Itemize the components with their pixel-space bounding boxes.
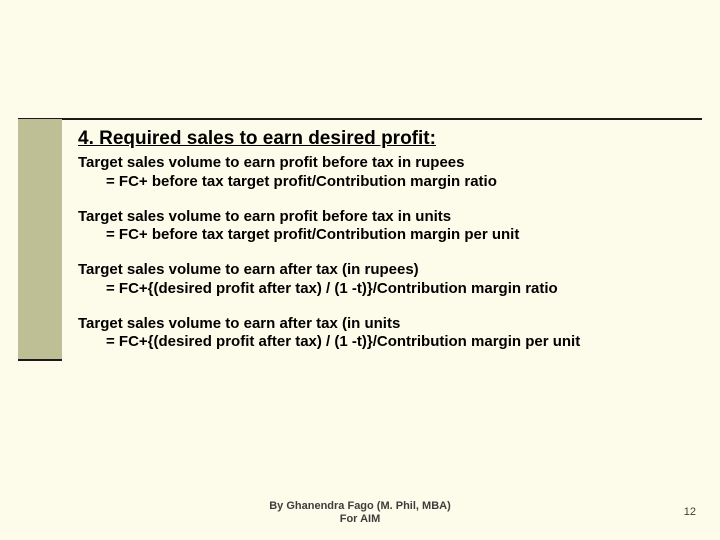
paragraph-4: Target sales volume to earn after tax (i… xyxy=(78,315,690,353)
sidebar-bottom-line xyxy=(18,359,62,361)
para-lead: Target sales volume to earn profit befor… xyxy=(78,208,451,225)
slide-title: 4. Required sales to earn desired profit… xyxy=(78,128,690,150)
para-formula: = FC+ before tax target profit/Contribut… xyxy=(78,226,690,245)
paragraph-3: Target sales volume to earn after tax (i… xyxy=(78,261,690,299)
page-number: 12 xyxy=(684,506,696,518)
para-formula: = FC+{(desired profit after tax) / (1 -t… xyxy=(78,333,690,352)
para-formula: = FC+ before tax target profit/Contribut… xyxy=(78,173,690,192)
para-lead: Target sales volume to earn after tax (i… xyxy=(78,261,419,278)
paragraph-2: Target sales volume to earn profit befor… xyxy=(78,208,690,246)
para-lead: Target sales volume to earn after tax (i… xyxy=(78,315,400,332)
paragraph-1: Target sales volume to earn profit befor… xyxy=(78,154,690,192)
footer-line-2: For AIM xyxy=(0,513,720,526)
footer: By Ghanendra Fago (M. Phil, MBA) For AIM xyxy=(0,500,720,526)
slide-content: 4. Required sales to earn desired profit… xyxy=(78,128,690,368)
top-divider-line xyxy=(18,118,702,120)
para-lead: Target sales volume to earn profit befor… xyxy=(78,154,465,171)
footer-line-1: By Ghanendra Fago (M. Phil, MBA) xyxy=(0,500,720,513)
sidebar-decoration xyxy=(18,119,62,359)
para-formula: = FC+{(desired profit after tax) / (1 -t… xyxy=(78,280,690,299)
